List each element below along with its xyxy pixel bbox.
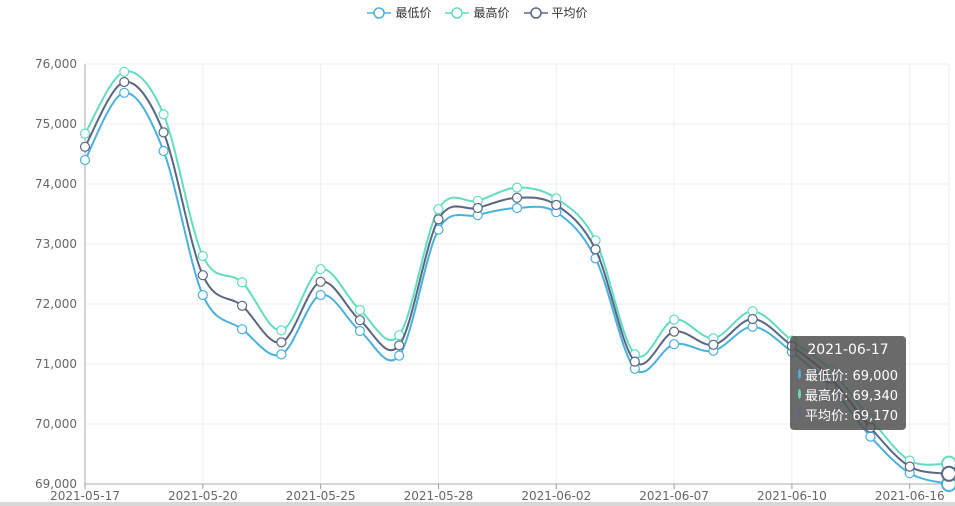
- data-point-low[interactable]: [119, 87, 130, 98]
- x-tick-label: 2021-06-10: [757, 489, 827, 503]
- chart-tooltip: 2021-06-17 最低价: 69,000 最高价: 69,340 平均价: …: [790, 336, 906, 430]
- data-point-avg[interactable]: [747, 313, 758, 325]
- data-point-avg[interactable]: [433, 214, 444, 225]
- data-point-high[interactable]: [158, 109, 169, 120]
- data-point-low[interactable]: [511, 202, 523, 214]
- data-point-avg[interactable]: [119, 76, 130, 88]
- data-point-avg[interactable]: [472, 202, 483, 214]
- data-point-high[interactable]: [119, 66, 130, 77]
- legend-swatch-low: [367, 6, 392, 19]
- data-point-avg[interactable]: [197, 270, 208, 281]
- data-point-low[interactable]: [354, 325, 366, 337]
- legend-item-low[interactable]: 最低价: [367, 4, 431, 21]
- data-point-high[interactable]: [668, 314, 680, 325]
- legend-swatch-avg: [523, 6, 548, 19]
- tooltip-row-avg: 平均价: 69,170: [798, 404, 898, 424]
- data-point-avg[interactable]: [276, 337, 287, 348]
- data-point-high[interactable]: [511, 182, 523, 193]
- data-point-high[interactable]: [197, 250, 208, 262]
- y-tick-label: 73,000: [35, 237, 77, 251]
- data-point-avg[interactable]: [236, 300, 248, 311]
- data-point-avg[interactable]: [158, 127, 169, 138]
- x-tick-label: 2021-06-16: [875, 489, 945, 503]
- data-point-avg[interactable]: [668, 326, 680, 337]
- data-point-avg[interactable]: [590, 244, 601, 255]
- data-point-avg[interactable]: [315, 276, 326, 287]
- legend-item-avg[interactable]: 平均价: [523, 4, 588, 21]
- y-tick-label: 71,000: [35, 357, 77, 371]
- data-point-low[interactable]: [394, 350, 405, 361]
- data-point-low[interactable]: [668, 339, 680, 350]
- data-point-avg[interactable]: [708, 339, 719, 350]
- y-tick-label: 76,000: [35, 57, 77, 71]
- tooltip-date: 2021-06-17: [807, 342, 889, 358]
- legend-label-low: 最低价: [395, 6, 432, 20]
- data-point-avg[interactable]: [354, 315, 366, 326]
- y-tick-label: 70,000: [35, 417, 77, 431]
- data-point-high[interactable]: [276, 325, 287, 336]
- data-point-avg[interactable]: [511, 192, 523, 203]
- data-point-low[interactable]: [236, 324, 248, 335]
- y-tick-label: 69,000: [35, 477, 77, 491]
- tooltip-text-avg: 平均价: 69,170: [805, 408, 898, 424]
- tooltip-text-high: 最高价: 69,340: [805, 388, 898, 404]
- x-tick-label: 2021-05-17: [50, 489, 120, 503]
- data-point-avg[interactable]: [394, 340, 405, 351]
- y-tick-label: 74,000: [35, 177, 77, 191]
- legend-item-high[interactable]: 最高价: [445, 4, 510, 21]
- data-point-high[interactable]: [79, 128, 91, 139]
- data-point-high[interactable]: [236, 277, 248, 288]
- y-tick-label: 72,000: [35, 297, 77, 311]
- data-point-avg[interactable]: [904, 461, 915, 472]
- data-point-low[interactable]: [276, 349, 287, 360]
- legend-swatch-high: [445, 6, 470, 19]
- data-point-low[interactable]: [865, 431, 876, 442]
- data-point-avg[interactable]: [79, 141, 91, 152]
- x-tick-label: 2021-05-20: [168, 489, 238, 503]
- chart-legend: 最低价 最高价 平均价: [0, 4, 955, 21]
- x-tick-label: 2021-05-28: [404, 489, 474, 503]
- tooltip-row-high: 最高价: 69,340: [798, 384, 898, 404]
- tooltip-row-low: 最低价: 69,000: [798, 364, 898, 384]
- data-point-high[interactable]: [433, 204, 444, 215]
- x-tick-label: 2021-06-02: [521, 489, 591, 503]
- data-point-high[interactable]: [354, 304, 366, 316]
- horizontal-scrollbar[interactable]: [0, 502, 955, 506]
- data-point-low[interactable]: [79, 154, 91, 166]
- data-point-avg[interactable]: [629, 356, 640, 367]
- tooltip-dot-low: [798, 369, 801, 379]
- legend-label-avg: 平均价: [551, 6, 588, 20]
- x-tick-label: 2021-05-25: [286, 489, 356, 503]
- data-point-low[interactable]: [158, 145, 169, 157]
- data-point-avg[interactable]: [551, 199, 562, 211]
- data-point-high[interactable]: [315, 264, 326, 275]
- legend-label-high: 最高价: [473, 6, 510, 20]
- tooltip-text-low: 最低价: 69,000: [805, 368, 898, 384]
- data-point-low[interactable]: [197, 289, 208, 301]
- tooltip-dot-high: [798, 389, 801, 399]
- data-point-low[interactable]: [315, 289, 326, 301]
- x-tick-label: 2021-06-07: [639, 489, 709, 503]
- data-point-avg[interactable]: [941, 465, 955, 482]
- tooltip-dot-avg: [798, 409, 801, 419]
- y-tick-label: 75,000: [35, 117, 77, 131]
